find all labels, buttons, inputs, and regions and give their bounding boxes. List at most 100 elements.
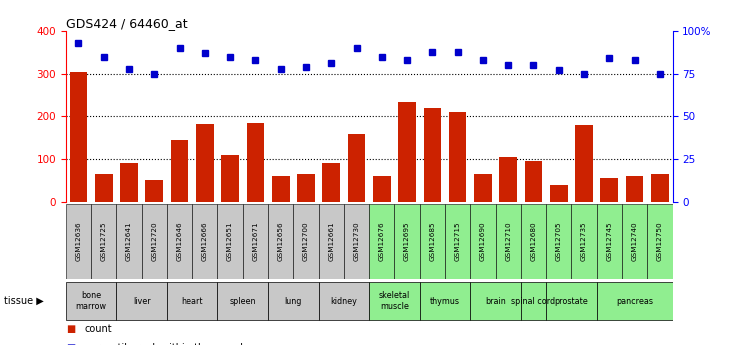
Bar: [218, 204, 243, 279]
Text: GSM12656: GSM12656: [278, 222, 284, 261]
Bar: [221, 155, 239, 202]
Bar: [116, 204, 142, 279]
Bar: [449, 112, 466, 202]
Text: GSM12685: GSM12685: [429, 222, 436, 261]
Bar: [268, 204, 293, 279]
Bar: [626, 176, 643, 202]
Text: GDS424 / 64460_at: GDS424 / 64460_at: [66, 17, 187, 30]
Bar: [596, 282, 673, 320]
Bar: [95, 174, 113, 202]
Text: count: count: [84, 324, 112, 334]
Bar: [293, 204, 319, 279]
Text: GSM12651: GSM12651: [227, 222, 233, 261]
Bar: [647, 204, 673, 279]
Bar: [196, 124, 213, 202]
Text: GSM12710: GSM12710: [505, 222, 511, 261]
Text: GSM12636: GSM12636: [75, 222, 81, 261]
Bar: [297, 174, 315, 202]
Bar: [395, 204, 420, 279]
Bar: [218, 282, 268, 320]
Text: prostate: prostate: [555, 296, 588, 306]
Bar: [499, 157, 517, 202]
Bar: [142, 204, 167, 279]
Text: GSM12666: GSM12666: [202, 222, 208, 261]
Text: percentile rank within the sample: percentile rank within the sample: [84, 343, 249, 345]
Bar: [420, 204, 445, 279]
Bar: [470, 204, 496, 279]
Bar: [470, 282, 520, 320]
Text: lung: lung: [284, 296, 302, 306]
Text: GSM12720: GSM12720: [151, 222, 157, 261]
Text: pancreas: pancreas: [616, 296, 653, 306]
Text: liver: liver: [133, 296, 151, 306]
Text: GSM12750: GSM12750: [657, 222, 663, 261]
Bar: [246, 123, 264, 202]
Bar: [167, 282, 218, 320]
Text: heart: heart: [181, 296, 203, 306]
Text: ■: ■: [66, 343, 75, 345]
Text: GSM12661: GSM12661: [328, 222, 334, 261]
Text: GSM12705: GSM12705: [556, 222, 561, 261]
Bar: [66, 204, 91, 279]
Text: GSM12671: GSM12671: [252, 222, 258, 261]
Text: GSM12695: GSM12695: [404, 222, 410, 261]
Text: bone
marrow: bone marrow: [75, 291, 107, 311]
Bar: [348, 134, 366, 202]
Bar: [116, 282, 167, 320]
Text: tissue ▶: tissue ▶: [4, 296, 43, 306]
Text: spinal cord: spinal cord: [512, 296, 556, 306]
Bar: [91, 204, 116, 279]
Text: GSM12725: GSM12725: [101, 222, 107, 261]
Text: GSM12690: GSM12690: [480, 222, 486, 261]
Text: GSM12735: GSM12735: [581, 222, 587, 261]
Bar: [322, 164, 340, 202]
Text: thymus: thymus: [430, 296, 460, 306]
Bar: [525, 161, 542, 202]
Bar: [496, 204, 521, 279]
Bar: [398, 102, 416, 202]
Text: GSM12641: GSM12641: [126, 222, 132, 261]
Text: GSM12715: GSM12715: [455, 222, 461, 261]
Bar: [550, 185, 567, 202]
Bar: [520, 282, 546, 320]
Bar: [651, 174, 669, 202]
Text: GSM12676: GSM12676: [379, 222, 385, 261]
Bar: [369, 204, 395, 279]
Bar: [243, 204, 268, 279]
Bar: [546, 204, 572, 279]
Bar: [596, 204, 622, 279]
Text: kidney: kidney: [330, 296, 357, 306]
Text: brain: brain: [485, 296, 506, 306]
Bar: [192, 204, 218, 279]
Bar: [268, 282, 319, 320]
Bar: [69, 72, 87, 202]
Bar: [423, 108, 442, 202]
Bar: [575, 125, 593, 202]
Bar: [319, 204, 344, 279]
Bar: [145, 180, 163, 202]
Bar: [171, 140, 189, 202]
Bar: [373, 176, 390, 202]
Bar: [600, 178, 618, 202]
Bar: [520, 204, 546, 279]
Text: GSM12700: GSM12700: [303, 222, 309, 261]
Bar: [167, 204, 192, 279]
Bar: [622, 204, 647, 279]
Text: GSM12646: GSM12646: [177, 222, 183, 261]
Text: GSM12745: GSM12745: [606, 222, 613, 261]
Text: ■: ■: [66, 324, 75, 334]
Text: GSM12680: GSM12680: [531, 222, 537, 261]
Bar: [369, 282, 420, 320]
Bar: [272, 176, 289, 202]
Bar: [572, 204, 596, 279]
Text: skeletal
muscle: skeletal muscle: [379, 291, 410, 311]
Bar: [319, 282, 369, 320]
Bar: [474, 174, 492, 202]
Bar: [344, 204, 369, 279]
Bar: [546, 282, 596, 320]
Text: GSM12730: GSM12730: [354, 222, 360, 261]
Bar: [66, 282, 116, 320]
Bar: [120, 164, 138, 202]
Text: spleen: spleen: [230, 296, 256, 306]
Bar: [420, 282, 470, 320]
